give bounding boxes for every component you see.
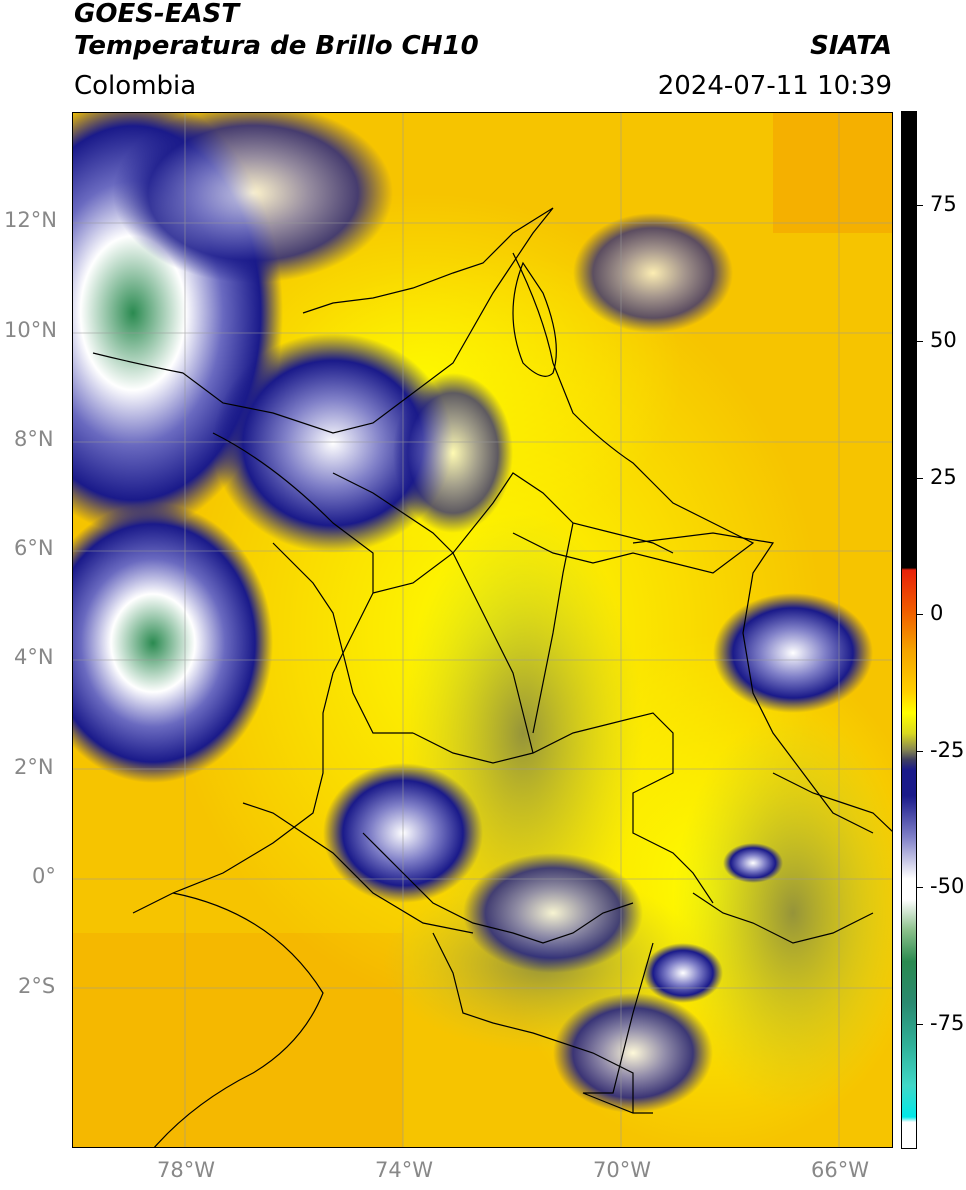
lat-label: 2°S	[18, 974, 56, 998]
colorbar-tick-mark	[917, 205, 923, 206]
colorbar-tick-label: -75	[930, 1011, 965, 1035]
lon-label: 78°W	[157, 1158, 215, 1182]
colorbar-tick-mark	[917, 1024, 923, 1025]
agency-label: SIATA	[810, 31, 892, 61]
product-title: Temperatura de Brillo CH10	[74, 31, 479, 61]
colorbar-tick-label: 50	[930, 328, 957, 352]
lon-label: 66°W	[811, 1158, 869, 1182]
colorbar-tick-mark	[917, 614, 923, 615]
map-image	[73, 113, 892, 1147]
colorbar-tick-label: 75	[930, 192, 957, 216]
colorbar-gradient	[902, 112, 916, 1148]
lat-label: 10°N	[4, 318, 57, 342]
lon-label: 70°W	[593, 1158, 651, 1182]
colorbar-tick-label: 25	[930, 465, 957, 489]
colorbar	[901, 111, 917, 1149]
colorbar-tick-label: 0	[930, 601, 944, 625]
lat-label: 0°	[32, 864, 56, 888]
colorbar-tick-label: -50	[930, 874, 965, 898]
satellite-map	[72, 112, 893, 1148]
lat-label: 2°N	[14, 755, 54, 779]
colorbar-tick-label: -25	[930, 738, 965, 762]
lat-label: 6°N	[14, 536, 54, 560]
satellite-title: GOES-EAST	[74, 0, 240, 29]
lat-label: 4°N	[14, 645, 54, 669]
lat-label: 12°N	[4, 208, 57, 232]
lat-label: 8°N	[14, 427, 54, 451]
borders	[92, 207, 892, 1147]
region-label: Colombia	[74, 71, 197, 101]
colorbar-tick-mark	[917, 341, 923, 342]
colorbar-tick-mark	[917, 478, 923, 479]
colorbar-tick-mark	[917, 887, 923, 888]
lon-label: 74°W	[375, 1158, 433, 1182]
datetime-label: 2024-07-11 10:39	[657, 71, 892, 101]
colorbar-tick-mark	[917, 751, 923, 752]
graticule	[73, 113, 892, 1147]
